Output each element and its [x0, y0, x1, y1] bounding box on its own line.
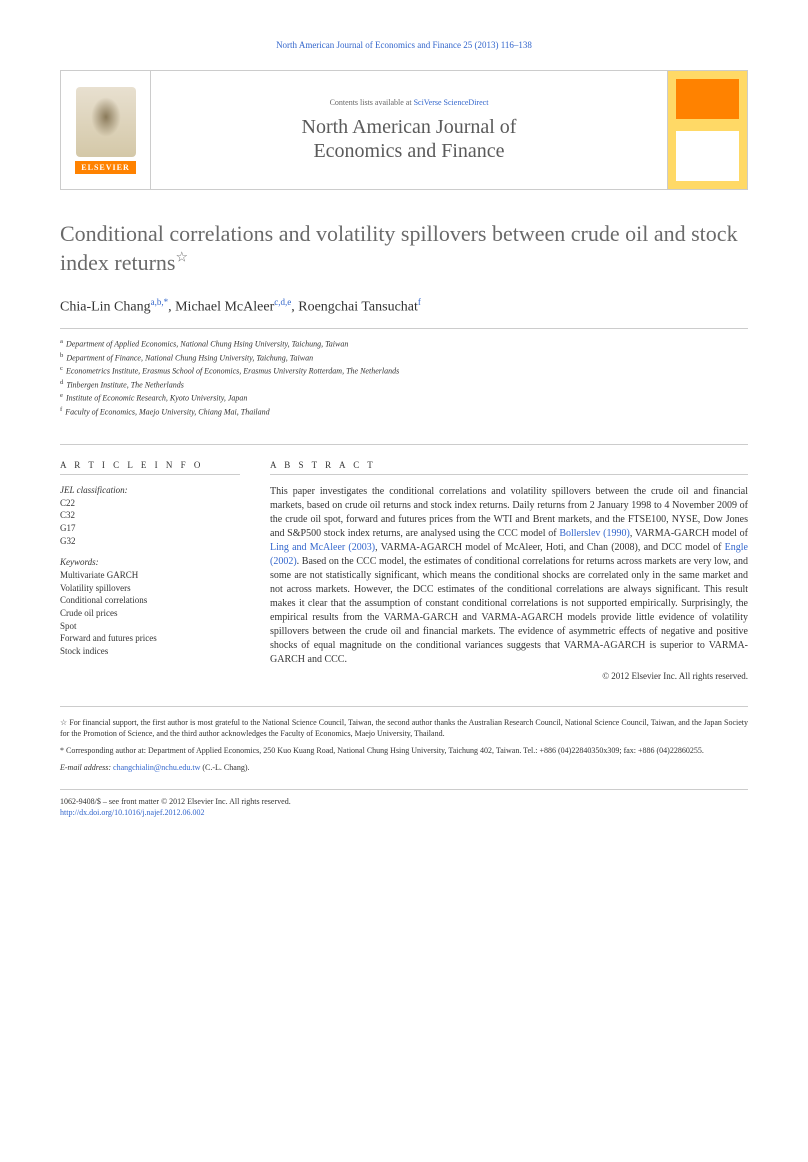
- elsevier-tree-icon: [76, 87, 136, 157]
- abstract-copyright: © 2012 Elsevier Inc. All rights reserved…: [270, 671, 748, 681]
- abstract-part: , VARMA-AGARCH model of McAleer, Hoti, a…: [375, 542, 725, 553]
- journal-name-line2: Economics and Finance: [313, 140, 504, 162]
- publisher-label: ELSEVIER: [75, 161, 135, 174]
- footer-meta: 1062-9408/$ – see front matter © 2012 El…: [60, 789, 748, 818]
- running-header: North American Journal of Economics and …: [60, 40, 748, 50]
- abstract-body: This paper investigates the conditional …: [270, 485, 748, 667]
- info-abstract-row: A R T I C L E I N F O JEL classification…: [60, 444, 748, 681]
- journal-name-line1: North American Journal of: [302, 116, 517, 138]
- jel-code: C32: [60, 509, 240, 522]
- jel-code: G32: [60, 535, 240, 548]
- keywords-label: Keywords:: [60, 557, 240, 567]
- citation-link[interactable]: Bollerslev (1990): [559, 528, 630, 539]
- title-text: Conditional correlations and volatility …: [60, 221, 738, 275]
- abstract-head: A B S T R A C T: [270, 460, 748, 475]
- affil-a: aDepartment of Applied Economics, Nation…: [60, 337, 748, 351]
- article-title: Conditional correlations and volatility …: [60, 220, 748, 277]
- article-info: A R T I C L E I N F O JEL classification…: [60, 460, 240, 681]
- keyword: Multivariate GARCH: [60, 569, 240, 582]
- affil-f: fFaculty of Economics, Maejo University,…: [60, 405, 748, 419]
- affiliation-list: aDepartment of Applied Economics, Nation…: [60, 337, 748, 419]
- journal-title-block: Contents lists available at SciVerse Sci…: [151, 71, 667, 189]
- keyword: Stock indices: [60, 645, 240, 658]
- keyword: Crude oil prices: [60, 607, 240, 620]
- doi-link[interactable]: http://dx.doi.org/10.1016/j.najef.2012.0…: [60, 807, 748, 818]
- title-footnote-marker: ☆: [175, 250, 188, 265]
- email-line: E-mail address: changchialin@nchu.edu.tw…: [60, 762, 748, 773]
- journal-name: North American Journal of Economics and …: [302, 115, 517, 163]
- keyword: Conditional correlations: [60, 594, 240, 607]
- corresponding-author-note: * Corresponding author at: Department of…: [60, 745, 748, 756]
- abstract-part: . Based on the CCC model, the estimates …: [270, 556, 748, 665]
- keyword: Forward and futures prices: [60, 632, 240, 645]
- funding-note: ☆ For financial support, the first autho…: [60, 717, 748, 739]
- email-suffix: (C.-L. Chang).: [200, 763, 249, 772]
- jel-code: G17: [60, 522, 240, 535]
- sciencedirect-link[interactable]: SciVerse ScienceDirect: [414, 98, 489, 107]
- abstract-part: , VARMA-GARCH model of: [630, 528, 748, 539]
- contents-prefix: Contents lists available at: [330, 98, 414, 107]
- issn-line: 1062-9408/$ – see front matter © 2012 El…: [60, 796, 748, 807]
- journal-cover-thumbnail: [667, 71, 747, 189]
- author-2: Michael McAleer: [175, 300, 274, 315]
- author-3: Roengchai Tansuchat: [298, 300, 418, 315]
- publisher-logo-box: ELSEVIER: [61, 71, 151, 189]
- author-1-corr: *: [164, 297, 169, 307]
- email-label: E-mail address:: [60, 763, 113, 772]
- affil-c: cEconometrics Institute, Erasmus School …: [60, 364, 748, 378]
- author-1: Chia-Lin Chang: [60, 300, 151, 315]
- article-info-head: A R T I C L E I N F O: [60, 460, 240, 475]
- author-2-affil: c,d,e: [274, 297, 291, 307]
- affil-e: eInstitute of Economic Research, Kyoto U…: [60, 391, 748, 405]
- author-1-affil: a,b,: [151, 297, 164, 307]
- jel-code: C22: [60, 497, 240, 510]
- citation-link[interactable]: Ling and McAleer (2003): [270, 542, 375, 553]
- abstract: A B S T R A C T This paper investigates …: [270, 460, 748, 681]
- author-email-link[interactable]: changchialin@nchu.edu.tw: [113, 763, 200, 772]
- journal-masthead: ELSEVIER Contents lists available at Sci…: [60, 70, 748, 190]
- jel-label: JEL classification:: [60, 485, 240, 495]
- author-3-affil: f: [418, 297, 421, 307]
- keyword: Volatility spillovers: [60, 582, 240, 595]
- keyword: Spot: [60, 620, 240, 633]
- author-list: Chia-Lin Changa,b,*, Michael McAleerc,d,…: [60, 297, 748, 329]
- affil-d: dTinbergen Institute, The Netherlands: [60, 378, 748, 392]
- contents-availability: Contents lists available at SciVerse Sci…: [330, 98, 489, 107]
- footnotes: ☆ For financial support, the first autho…: [60, 706, 748, 774]
- affil-b: bDepartment of Finance, National Chung H…: [60, 351, 748, 365]
